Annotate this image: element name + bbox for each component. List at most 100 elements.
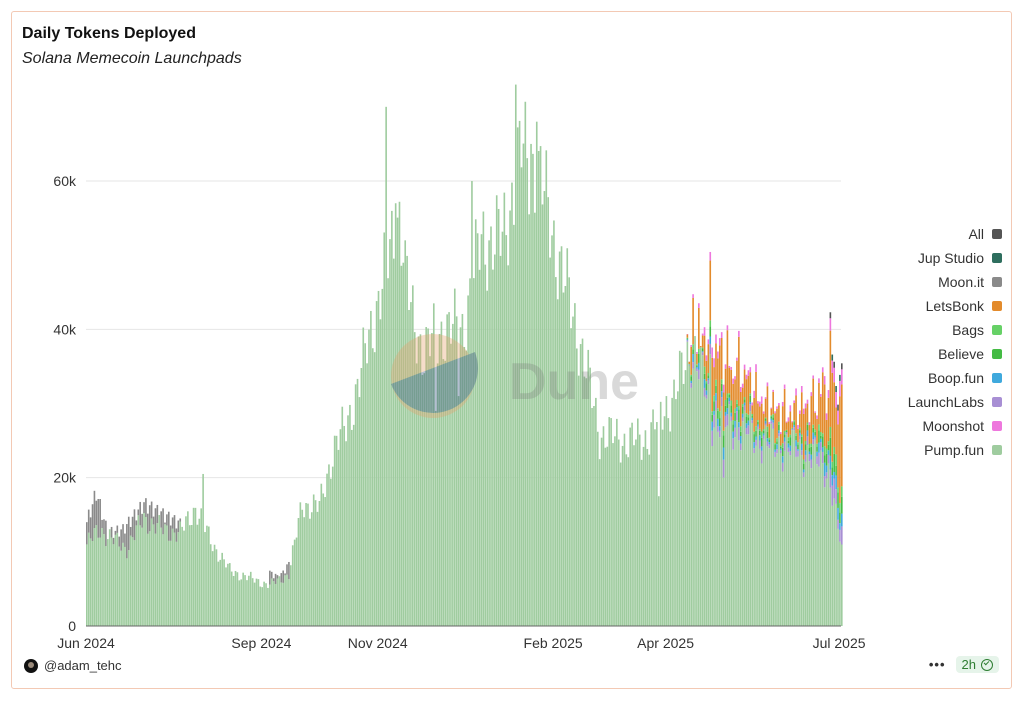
bar-other-launchpad	[789, 450, 792, 456]
bar-pumpfun	[821, 463, 824, 626]
bar-pumpfun	[249, 571, 252, 626]
bar-pumpfun	[316, 511, 319, 626]
bar-pumpfun	[356, 378, 359, 626]
bar-other-launchpad	[753, 431, 755, 435]
bar-other-launchpad	[741, 404, 744, 407]
refresh-badge[interactable]: 2h	[955, 656, 999, 673]
bar-pumpfun	[387, 278, 389, 626]
bar-pumpfun	[572, 316, 574, 626]
bar-pumpfun	[309, 518, 311, 626]
bar-moonit	[288, 561, 290, 580]
bar-pumpfun	[391, 210, 393, 626]
bar-pumpfun	[781, 471, 784, 626]
bar-pumpfun	[829, 487, 832, 626]
bar-pumpfun	[206, 525, 208, 626]
bar-other-launchpad	[825, 448, 828, 454]
bar-other-launchpad	[749, 395, 752, 402]
bar-other-launchpad	[692, 294, 694, 298]
bar-other-launchpad	[802, 469, 805, 473]
bar-other-launchpad	[785, 432, 788, 433]
bar-other-launchpad	[839, 529, 841, 542]
bar-pumpfun	[246, 580, 248, 626]
bar-moonit	[103, 519, 105, 535]
bar-pumpfun	[524, 101, 527, 626]
bar-pumpfun	[166, 525, 168, 626]
bar-pumpfun	[360, 368, 363, 626]
bar-pumpfun	[162, 534, 164, 626]
bar-other-launchpad	[816, 418, 818, 444]
bar-pumpfun	[328, 464, 330, 626]
legend-item[interactable]: Boop.fun	[892, 366, 1002, 390]
legend-item[interactable]: Moon.it	[892, 270, 1002, 294]
bar-other-launchpad	[690, 374, 692, 377]
bar-other-launchpad	[808, 443, 811, 448]
bar-other-launchpad	[804, 403, 807, 409]
chart-plot[interactable]: 0 20k 40k 60k Jun 2024 Sep 2024 Nov 2024 Feb 20…	[12, 12, 1013, 690]
bar-other-launchpad	[734, 420, 736, 428]
bar-pumpfun	[89, 538, 92, 626]
bar-other-launchpad	[753, 448, 755, 453]
bar-other-launchpad	[806, 403, 809, 423]
bar-other-launchpad	[812, 375, 815, 379]
bar-other-launchpad	[717, 426, 719, 432]
bar-other-launchpad	[738, 336, 740, 406]
bar-other-launchpad	[766, 438, 769, 442]
bar-pumpfun	[539, 146, 542, 626]
legend-label: Moonshot	[922, 418, 984, 434]
bar-other-launchpad	[787, 447, 790, 452]
bar-pumpfun	[606, 446, 609, 626]
bar-moonit	[276, 575, 279, 579]
legend-item[interactable]: All	[892, 222, 1002, 246]
bar-pumpfun	[124, 546, 126, 626]
bar-other-launchpad	[738, 422, 740, 428]
bar-other-launchpad	[751, 413, 754, 417]
bar-other-launchpad	[810, 454, 813, 460]
bar-other-launchpad	[751, 417, 754, 421]
bar-pumpfun	[91, 540, 94, 626]
bar-pumpfun	[534, 212, 536, 626]
bar-other-launchpad	[759, 435, 761, 441]
bar-moonit	[124, 533, 126, 547]
bar-moonit	[91, 504, 94, 541]
bar-other-launchpad	[802, 464, 805, 470]
bar-pumpfun	[793, 430, 795, 626]
bar-other-launchpad	[841, 526, 843, 545]
bar-other-launchpad	[766, 431, 769, 439]
bar-other-launchpad	[755, 364, 757, 372]
bar-other-launchpad	[804, 444, 807, 451]
legend-swatch	[992, 349, 1002, 359]
bar-pumpfun	[482, 211, 485, 627]
bar-other-launchpad	[734, 408, 736, 413]
bar-pumpfun	[640, 459, 643, 626]
bar-moonit	[127, 516, 130, 551]
legend-item[interactable]: Believe	[892, 342, 1002, 366]
bar-pumpfun	[259, 586, 262, 626]
y-tick-label: 0	[68, 618, 76, 634]
bar-other-launchpad	[839, 396, 841, 504]
bar-pumpfun	[175, 541, 178, 626]
chart-legend: All Jup Studio Moon.it LetsBonk Bags Believe B…	[892, 222, 1002, 462]
bar-pumpfun	[800, 455, 803, 626]
bar-pumpfun	[105, 546, 107, 626]
bar-other-launchpad	[726, 408, 729, 415]
legend-item[interactable]: Bags	[892, 318, 1002, 342]
bar-other-launchpad	[779, 450, 782, 454]
bar-other-launchpad	[776, 438, 778, 442]
bar-other-launchpad	[764, 397, 767, 399]
author-credit[interactable]: @adam_tehc	[24, 658, 122, 673]
legend-item[interactable]: Moonshot	[892, 414, 1002, 438]
bar-pumpfun	[492, 269, 494, 626]
more-options-button[interactable]: •••	[928, 657, 946, 672]
bar-other-launchpad	[713, 410, 715, 415]
legend-item[interactable]: LaunchLabs	[892, 390, 1002, 414]
bar-other-launchpad	[732, 420, 734, 425]
bar-pumpfun	[417, 336, 420, 626]
legend-item[interactable]: Pump.fun	[892, 438, 1002, 462]
legend-item[interactable]: LetsBonk	[892, 294, 1002, 318]
bar-pumpfun	[575, 348, 578, 626]
bar-other-launchpad	[736, 407, 738, 412]
bar-other-launchpad	[831, 360, 834, 373]
bar-other-launchpad	[791, 429, 794, 431]
legend-item[interactable]: Jup Studio	[892, 246, 1002, 270]
bar-other-launchpad	[762, 413, 765, 430]
